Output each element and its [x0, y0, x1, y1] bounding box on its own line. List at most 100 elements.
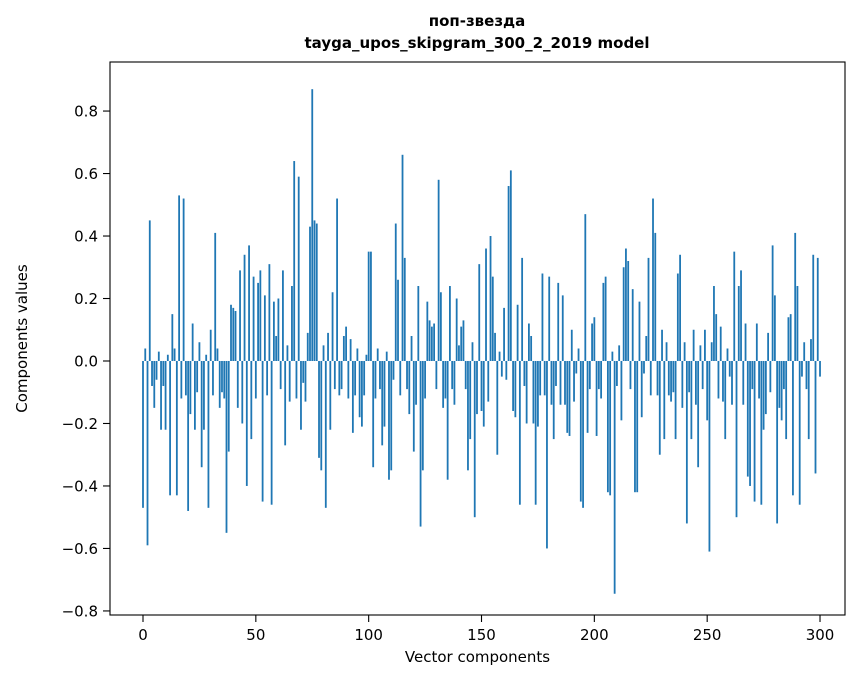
bar [764, 360, 767, 415]
bar [697, 360, 700, 468]
bar [814, 360, 817, 474]
bar [505, 360, 508, 380]
bar [361, 360, 363, 427]
bar [787, 317, 790, 361]
bar [347, 360, 350, 399]
bar [805, 360, 808, 390]
bar [160, 360, 162, 430]
bar [189, 360, 192, 415]
bar [733, 251, 736, 361]
bar [616, 360, 618, 386]
bar [559, 360, 562, 405]
bar [464, 360, 467, 390]
bar [629, 360, 632, 390]
bar [810, 339, 812, 361]
bar [604, 276, 607, 361]
bar [546, 360, 548, 549]
bar [643, 360, 645, 374]
bar [164, 360, 167, 430]
bar [435, 360, 438, 390]
bar [625, 248, 627, 361]
bar [507, 186, 510, 361]
bar [363, 360, 366, 396]
bar [227, 360, 230, 452]
bars-series [142, 89, 821, 594]
bar [561, 295, 564, 361]
bar [473, 360, 476, 518]
bar [297, 176, 300, 361]
bar [196, 360, 199, 393]
bar [376, 348, 379, 361]
y-tick-label: −0.6 [62, 540, 98, 558]
bar [577, 348, 580, 361]
bar [717, 360, 720, 399]
bar [584, 214, 587, 361]
bar [173, 348, 176, 361]
bar [392, 360, 395, 380]
bar [762, 360, 765, 430]
bar [708, 360, 711, 552]
bar [665, 342, 668, 361]
bar [640, 360, 643, 418]
bar [333, 360, 336, 390]
bar [573, 360, 575, 402]
bar [667, 360, 670, 396]
bar [291, 286, 293, 361]
bar [683, 342, 686, 361]
x-tick-label: 300 [806, 626, 835, 644]
bar [753, 360, 756, 502]
bar [144, 348, 147, 361]
bar [773, 295, 776, 361]
bar [491, 276, 494, 361]
bar [146, 360, 149, 546]
bar [300, 360, 302, 430]
bar [588, 360, 591, 390]
bar [421, 360, 424, 471]
bar [252, 276, 255, 361]
bar [654, 232, 657, 361]
bar [304, 360, 307, 402]
bar [180, 360, 183, 399]
bar [516, 304, 519, 361]
bar [239, 270, 241, 361]
bar [539, 360, 542, 396]
bar [157, 351, 160, 361]
chart-title-line2: tayga_upos_skipgram_300_2_2019 model [305, 34, 650, 52]
bar [388, 360, 390, 480]
bar [412, 360, 415, 452]
bar [381, 360, 384, 446]
bar [548, 276, 551, 361]
y-axis-label: Components values [13, 264, 31, 413]
bar [329, 360, 332, 430]
bar [758, 360, 760, 399]
bar [336, 198, 338, 361]
bar [494, 332, 496, 361]
bar [209, 329, 212, 361]
bar [780, 360, 783, 421]
bar [356, 348, 359, 361]
bar [214, 232, 217, 361]
bar [480, 360, 483, 411]
y-tick-label: −0.2 [62, 415, 98, 433]
bar [656, 360, 659, 396]
bar [153, 360, 156, 408]
bar [331, 292, 334, 361]
bar [426, 301, 429, 361]
bar [446, 360, 449, 480]
bar [767, 332, 770, 361]
bar [530, 336, 533, 361]
bar [591, 323, 593, 361]
bar [713, 286, 715, 361]
bar [390, 360, 393, 471]
bar [724, 360, 727, 440]
y-tick-label: 0.6 [74, 165, 98, 183]
bar [424, 360, 426, 399]
bar [670, 360, 672, 402]
bar [613, 360, 616, 594]
bar [803, 342, 806, 361]
bar [263, 295, 266, 361]
bar [776, 360, 779, 524]
bar [701, 360, 704, 390]
bar [155, 360, 158, 380]
y-tick-label: 0.2 [74, 290, 98, 308]
